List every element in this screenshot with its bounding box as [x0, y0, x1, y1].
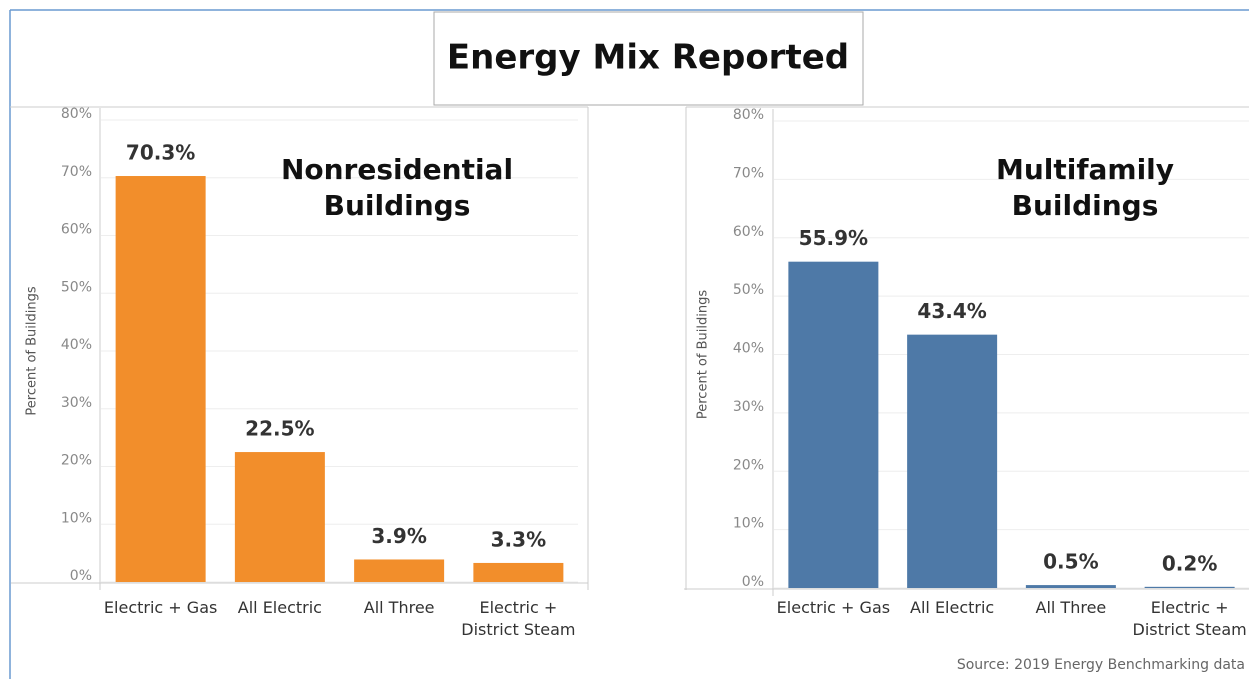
y-tick-label: 50%: [61, 279, 92, 295]
y-tick-label: 10%: [733, 516, 764, 532]
y-tick-label: 70%: [61, 164, 92, 180]
y-tick-label: 30%: [61, 395, 92, 411]
y-tick-label: 50%: [733, 282, 764, 298]
chart-title: Multifamily Buildings: [995, 153, 1175, 222]
y-tick-label: 60%: [61, 222, 92, 238]
y-tick-label: 0%: [742, 574, 764, 590]
x-tick-label-box: All Three: [363, 598, 435, 617]
bar: [788, 261, 879, 588]
bar: [1144, 586, 1235, 588]
data-label: 0.5%: [1043, 550, 1098, 574]
x-tick-label-box: All Electric: [910, 598, 995, 617]
x-tick-label: Electric + Gas: [776, 598, 891, 617]
y-tick-label: 30%: [733, 399, 764, 415]
y-tick-label: 10%: [61, 510, 92, 526]
page-title: Energy Mix Reported: [447, 38, 849, 78]
bar: [473, 562, 564, 582]
bar: [354, 559, 445, 582]
y-tick-label: 20%: [61, 453, 92, 469]
x-tick-label: Electric + District Steam: [1132, 598, 1247, 639]
y-tick-label: 0%: [70, 568, 92, 584]
source-note: Source: 2019 Energy Benchmarking data: [957, 657, 1245, 673]
bar: [115, 176, 206, 582]
y-tick-label: 80%: [61, 106, 92, 122]
y-tick-label: 80%: [733, 107, 764, 123]
bar: [1025, 585, 1116, 588]
y-tick-label: 70%: [733, 165, 764, 181]
bar: [907, 334, 998, 588]
x-tick-label: Electric + Gas: [103, 598, 218, 617]
chart-title-box: Nonresidential Buildings: [280, 153, 514, 222]
x-tick-label: Electric + District Steam: [461, 598, 576, 639]
y-tick-label: 60%: [733, 224, 764, 240]
data-label: 55.9%: [799, 226, 868, 250]
chart-title: Nonresidential Buildings: [280, 153, 514, 222]
x-tick-label-box: All Electric: [237, 598, 322, 617]
data-label: 3.9%: [371, 524, 426, 548]
y-tick-label: 20%: [733, 457, 764, 473]
title-box: [433, 11, 864, 106]
bar: [234, 452, 325, 582]
x-tick-label: All Three: [1035, 598, 1107, 617]
x-tick-label-box: Electric + Gas: [776, 598, 891, 617]
y-tick-label: 40%: [61, 337, 92, 353]
y-tick-label: 40%: [733, 341, 764, 357]
data-label: 0.2%: [1162, 551, 1217, 575]
data-label: 22.5%: [245, 417, 314, 441]
x-tick-label-box: Electric + Gas: [103, 598, 218, 617]
x-tick-label-box: Electric + District Steam: [1132, 598, 1247, 639]
data-label: 70.3%: [126, 141, 195, 165]
y-axis-title: Percent of Buildings: [696, 290, 711, 419]
y-axis-title: Percent of Buildings: [25, 286, 40, 415]
x-tick-label: All Electric: [237, 598, 322, 617]
data-label: 43.4%: [917, 299, 986, 323]
x-tick-label: All Electric: [910, 598, 995, 617]
chart-title-box: Multifamily Buildings: [995, 153, 1175, 222]
x-tick-label-box: All Three: [1035, 598, 1107, 617]
x-tick-label: All Three: [363, 598, 435, 617]
data-label: 3.3%: [491, 527, 546, 551]
x-tick-label-box: Electric + District Steam: [461, 598, 576, 639]
